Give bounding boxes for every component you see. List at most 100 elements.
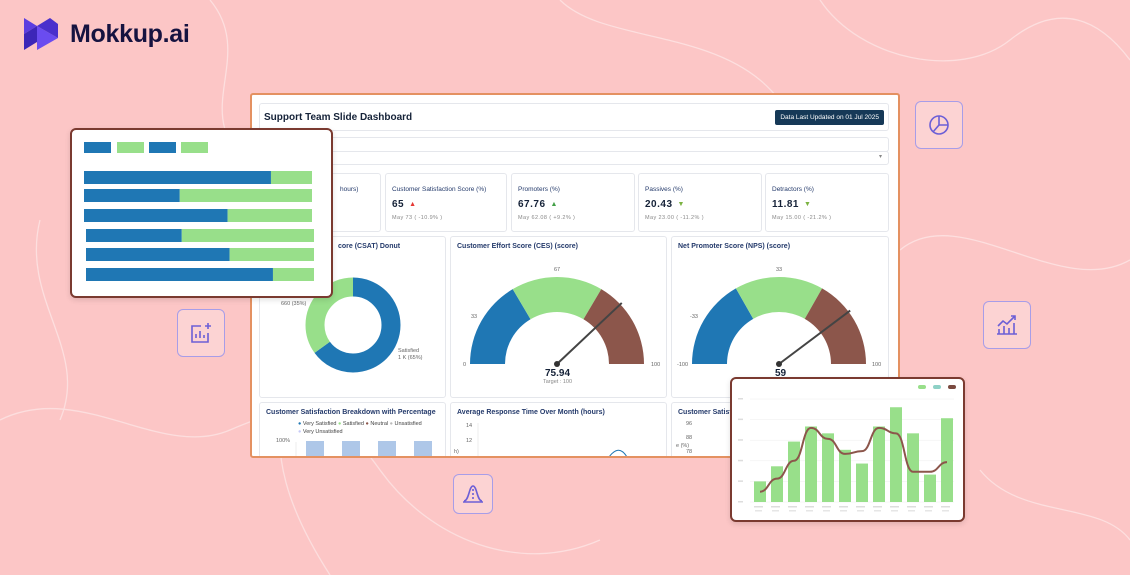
ces-gauge-chart (470, 277, 644, 367)
donut-label-small: 660 (35%) (281, 301, 307, 307)
stacked-bar-segment (179, 189, 312, 202)
y-tick: 96 (686, 421, 693, 427)
series-bar (805, 426, 817, 502)
kpi-label: Promoters (%) (518, 186, 560, 193)
legend-dot-brown (948, 385, 956, 389)
legend-swatch-blue (84, 142, 111, 153)
gauge-value: 59 (775, 368, 787, 379)
filter-bar[interactable] (259, 137, 889, 152)
stacked-bar-segment (86, 248, 230, 261)
bar-chart-add-icon[interactable] (177, 309, 225, 357)
kpi-previous: May 62.08 ( +9.2% ) (518, 215, 576, 221)
x-tick-label (856, 506, 865, 508)
ces-gauge-panel[interactable]: Customer Effort Score (CES) (score) 0 33… (450, 236, 667, 398)
donut-slice-other (305, 277, 401, 373)
legend-swatch-green (181, 142, 208, 153)
kpi-card-detractors[interactable]: Detractors (%) 11.81 ▼ May 15.00 ( -21.2%… (765, 173, 889, 232)
x-tick-label (890, 506, 899, 508)
kpi-previous: May 23.00 ( -11.2% ) (645, 215, 704, 221)
gauge-tick-min: -100 (677, 362, 689, 368)
brand-logo[interactable]: Mokkup.ai (22, 16, 190, 52)
gauge-tick-mid: 33 (776, 267, 783, 273)
x-tick-label (771, 506, 780, 508)
x-tick-label (805, 506, 814, 508)
y-axis-label: h) (454, 449, 459, 455)
y-tick: 88 (686, 435, 693, 441)
gauge-band (692, 288, 754, 364)
stacked-bar-segment (84, 189, 180, 202)
x-tick-label (924, 506, 933, 508)
gauge-band (804, 288, 866, 364)
stacked-bar-segment (84, 171, 271, 184)
stacked-bar-chart (84, 142, 314, 281)
bell-curve-icon[interactable] (453, 474, 493, 514)
stacked-bar-card[interactable] (70, 128, 333, 298)
x-tick-label (788, 506, 797, 508)
stacked-bar-segment (86, 268, 273, 281)
gauge-tick-min: 0 (463, 362, 467, 368)
kpi-value: 20.43 ▼ (645, 199, 685, 210)
gauge-needle-hub (554, 361, 560, 367)
series-bar (856, 463, 868, 502)
breakdown-legend-2: ● Very Unsatisfied (298, 429, 343, 435)
panel-title: Customer Effort Score (CES) (score) (457, 243, 578, 250)
stacked-bar-segment (270, 171, 312, 184)
y-tick: 12 (466, 438, 473, 444)
arrow-down-icon: ▼ (803, 201, 812, 208)
gauge-band (512, 277, 602, 320)
x-tick-label (839, 506, 848, 508)
series-line (759, 426, 948, 493)
y-tick: 78 (686, 449, 693, 455)
stacked-bar-segment (86, 229, 182, 242)
x-tick-label (754, 506, 763, 508)
gauge-tick-low: -33 (690, 314, 698, 320)
breakdown-bar (378, 441, 396, 456)
gauge-value: 75.94 (545, 368, 571, 379)
last-updated-badge: Data Last Updated on 01 Jul 2025 (775, 110, 884, 125)
series-bar (941, 418, 953, 502)
x-tick-label (873, 506, 882, 508)
dashboard-title: Support Team Slide Dashboard (264, 112, 413, 123)
kpi-card-promoters[interactable]: Promoters (%) 67.76 ▲ May 62.08 ( +9.2% ) (511, 173, 635, 232)
panel-title: Customer Satisfaction Breakdown with Per… (266, 409, 436, 416)
kpi-label: Detractors (%) (772, 186, 814, 193)
x-tick-label (822, 506, 831, 508)
panel-title: Customer Satisfa (678, 409, 736, 416)
gauge-tick-low: 33 (471, 314, 478, 320)
stacked-bar-segment (181, 229, 314, 242)
series-bar (788, 441, 800, 502)
kpi-card-passives[interactable]: Passives (%) 20.43 ▼ May 23.00 ( -11.2% ) (638, 173, 762, 232)
gauge-needle (778, 309, 851, 365)
panel-title: Average Response Time Over Month (hours) (457, 409, 605, 416)
gauge-tick-mid: 67 (554, 267, 561, 273)
line-chart-icon[interactable] (983, 301, 1031, 349)
kpi-card-csat[interactable]: Customer Satisfaction Score (%) 65 ▲ May … (385, 173, 507, 232)
nps-gauge-panel[interactable]: Net Promoter Score (NPS) (score) -100 -3… (671, 236, 889, 398)
bar-line-combo-card[interactable] (730, 377, 965, 522)
kpi-label: hours) (340, 186, 359, 193)
response-time-panel[interactable]: Average Response Time Over Month (hours)… (450, 402, 667, 456)
kpi-value: 67.76 ▲ (518, 199, 558, 210)
x-tick-label (941, 506, 950, 508)
kpi-previous: May 15.00 ( -21.2% ) (772, 215, 832, 221)
breakdown-bar (306, 441, 324, 456)
kpi-label: Customer Satisfaction Score (%) (392, 186, 487, 193)
breakdown-bars (295, 441, 432, 456)
gauge-needle (556, 302, 623, 365)
gauge-target: Target : 100 (543, 379, 573, 385)
donut-label-large: Satisfied (398, 348, 420, 354)
y-tick: 14 (466, 423, 473, 429)
legend-swatch-blue (149, 142, 176, 153)
donut-label-large-value: 1 K (65%) (398, 355, 423, 361)
response-time-chart (477, 423, 627, 456)
bar-line-combo-chart (738, 385, 956, 512)
mokkup-logo-icon (24, 18, 58, 50)
stacked-bar-segment (227, 209, 312, 222)
dashboard-header: Support Team Slide Dashboard Data Last U… (259, 103, 889, 131)
satisfaction-breakdown-panel[interactable]: Customer Satisfaction Breakdown with Per… (259, 402, 446, 456)
x-tick-label (907, 506, 916, 508)
filter-dropdown[interactable]: ▾ (259, 151, 889, 165)
arrow-down-icon: ▼ (677, 201, 685, 208)
kpi-value: 11.81 ▼ (772, 199, 812, 210)
pie-chart-icon[interactable] (915, 101, 963, 149)
